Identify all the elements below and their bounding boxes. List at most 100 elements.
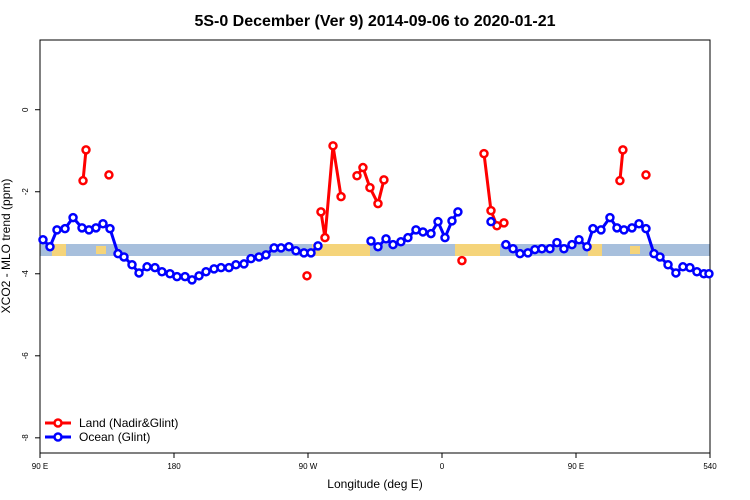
data-point: [486, 216, 496, 227]
data-point: [52, 225, 62, 235]
data-point: [588, 223, 598, 234]
x-axis-label: Longitude (deg E): [327, 477, 422, 491]
data-point: [396, 237, 406, 247]
data-point: [685, 262, 695, 273]
data-point: [302, 271, 312, 281]
data-point: [365, 182, 375, 193]
data-point: [276, 243, 286, 253]
legend-marker: [53, 418, 63, 428]
data-point: [574, 234, 584, 245]
data-point: [134, 268, 144, 278]
data-point: [627, 223, 637, 233]
legend-label: Land (Nadir&Glint): [79, 416, 178, 430]
chart-title: 5S-0 December (Ver 9) 2014-09-06 to 2020…: [194, 13, 555, 30]
data-point: [45, 241, 55, 252]
data-point: [313, 241, 323, 251]
data-point: [388, 239, 398, 250]
data-point: [545, 244, 555, 254]
data-point: [104, 170, 114, 180]
data-point: [291, 246, 301, 256]
data-point: [523, 248, 533, 258]
data-point: [187, 275, 197, 285]
data-point: [261, 250, 271, 260]
data-point: [119, 252, 129, 262]
data-point: [284, 241, 294, 252]
data-point: [515, 248, 525, 259]
data-point: [246, 253, 256, 264]
data-point: [618, 145, 628, 155]
data-point: [403, 232, 413, 243]
data-point: [38, 234, 48, 245]
data-point: [142, 262, 152, 272]
data-point: [501, 239, 511, 250]
data-point: [418, 227, 428, 237]
x-tick-label: 0: [440, 462, 445, 471]
data-point: [180, 271, 190, 282]
data-point: [81, 145, 91, 155]
x-tick-label: 90 E: [568, 462, 584, 471]
data-point: [582, 241, 592, 252]
data-point: [60, 223, 70, 234]
data-point: [508, 244, 518, 254]
data-point: [68, 212, 78, 223]
data-point: [433, 216, 443, 227]
x-tick-label: 90 E: [32, 462, 48, 471]
x-tick-label: 180: [167, 462, 181, 471]
data-point: [352, 171, 362, 181]
data-point: [559, 244, 569, 254]
data-point: [453, 207, 463, 217]
data-point: [486, 205, 496, 216]
data-point: [641, 223, 651, 234]
data-point: [379, 175, 389, 185]
y-tick-label: -4: [21, 270, 30, 278]
data-point: [499, 218, 509, 228]
legend-marker: [53, 432, 63, 442]
data-point: [194, 271, 204, 281]
y-tick-label: -6: [21, 352, 30, 360]
data-point: [619, 225, 629, 235]
data-point: [201, 266, 211, 277]
data-point: [328, 141, 338, 151]
data-point: [157, 266, 167, 277]
data-point: [216, 262, 226, 273]
data-point: [316, 207, 326, 217]
data-point: [98, 218, 108, 229]
data-point: [605, 212, 615, 223]
x-tick-label: 540: [703, 462, 717, 471]
data-point: [537, 244, 547, 254]
data-point: [641, 170, 651, 180]
y-tick-label: 0: [21, 107, 30, 112]
plot-frame: [39, 39, 711, 454]
data-point: [306, 248, 316, 258]
data-point: [172, 271, 182, 282]
data-point: [150, 262, 160, 273]
y-tick-label: -8: [21, 434, 30, 442]
data-point: [373, 198, 383, 209]
data-point: [655, 252, 665, 262]
data-point: [105, 223, 115, 234]
legend-label: Ocean (Glint): [79, 430, 150, 444]
data-point: [127, 260, 137, 270]
data-point: [596, 225, 606, 235]
series-line: [83, 146, 646, 238]
data-point: [336, 191, 346, 202]
data-point: [366, 236, 376, 246]
data-point: [447, 216, 457, 226]
data-point: [426, 228, 436, 239]
data-point: [358, 162, 368, 173]
data-point: [78, 175, 88, 186]
data-point: [440, 232, 450, 243]
data-point: [457, 255, 467, 266]
y-axis-label: XCO2 - MLO trend (ppm): [0, 179, 13, 314]
data-point: [381, 234, 391, 244]
data-point: [91, 223, 101, 233]
data-point: [671, 268, 681, 278]
y-tick-label: -2: [21, 188, 30, 196]
data-point: [567, 239, 577, 250]
data-point: [615, 175, 625, 186]
data-point: [479, 148, 489, 159]
x-tick-label: 90 W: [299, 462, 318, 471]
data-point: [239, 259, 249, 269]
data-point: [231, 260, 241, 270]
